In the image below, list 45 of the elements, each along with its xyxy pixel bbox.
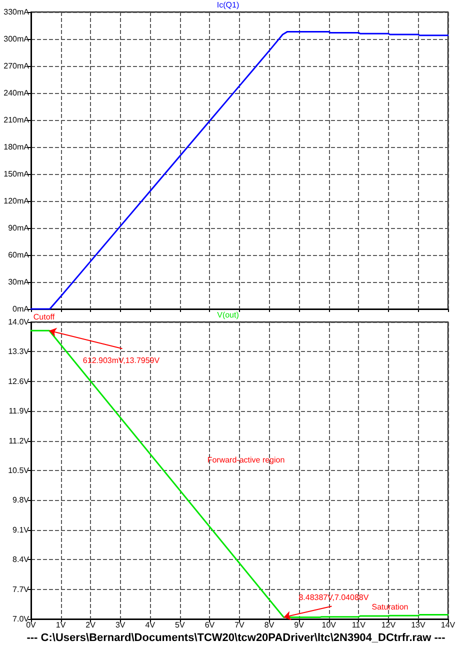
x-tick-label: 9V [294, 620, 305, 630]
x-tick-label: 6V [204, 620, 216, 630]
x-tick-label: 13V [411, 620, 426, 630]
x-tick-label: 12V [381, 620, 396, 630]
annotation: Forward-active region [207, 456, 285, 464]
x-tick-label: 4V [145, 620, 156, 630]
text: Cutoff [33, 312, 56, 322]
y-tick-label: 330mA [4, 8, 30, 16]
x-tick-label: 8V [264, 620, 275, 630]
x-tick-label: 11V [352, 620, 366, 630]
x-tick-label: 1V [56, 620, 66, 630]
annotation: 8.48387V,7.04088V [298, 592, 370, 602]
x-tick-label: 2V [86, 620, 96, 630]
y-tick-label: 30mA [8, 278, 30, 286]
x-tick-label: 0V [26, 620, 37, 630]
y-tick-label: 9.8V [12, 496, 30, 505]
y-tick-label: 7.7V [12, 584, 30, 594]
x-tick-label: 7V [234, 620, 246, 630]
x-tick-label: 14V [440, 620, 456, 630]
annotation: Saturation [372, 602, 408, 612]
x-tick-label: 10V [322, 620, 337, 630]
y-tick-label: 90mA [8, 224, 30, 232]
y-tick-label: 14.0V [8, 318, 30, 326]
chart-title: Ic(Q1) [216, 0, 240, 10]
y-tick-label: 120mA [4, 196, 30, 206]
y-tick-label: 300mA [4, 34, 30, 44]
y-tick-label: 11.2V [8, 436, 30, 446]
y-tick-label: 9.1V [12, 525, 30, 534]
y-tick-label: 13.3V [8, 347, 30, 356]
y-tick-label: 180mA [4, 142, 30, 152]
y-tick-label: 8.4V [12, 555, 30, 564]
text: --- C:\Users\Bernard\Documents\TCW20\tcw20PADriver\ltc\2N3904_DCtrfr.raw --- [26, 632, 446, 644]
y-tick-label: 10.5V [8, 466, 30, 475]
y-tick-label: 150mA [4, 170, 30, 178]
y-tick-label: 270mA [4, 62, 30, 70]
x-tick-label: 5V [175, 620, 186, 630]
x-tick-label: 3V [115, 620, 126, 630]
chart-title: V(out) [217, 310, 240, 320]
y-tick-label: 240mA [4, 88, 30, 98]
y-tick-label: 210mA [4, 116, 30, 124]
y-tick-label: 60mA [8, 250, 30, 260]
annotation: 612.903mV,13.7959V [82, 356, 160, 366]
y-tick-label: 0mA [12, 304, 30, 314]
y-tick-label: 11.9V [8, 406, 30, 416]
y-tick-label: 12.6V [8, 376, 30, 386]
